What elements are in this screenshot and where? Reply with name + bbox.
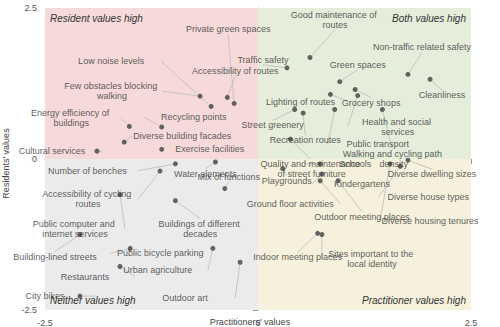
svg-text:internet services: internet services bbox=[42, 229, 108, 239]
svg-text:Low noise levels: Low noise levels bbox=[78, 56, 145, 66]
svg-text:routes: routes bbox=[322, 20, 348, 30]
svg-text:Resident values high: Resident values high bbox=[50, 13, 143, 24]
svg-text:Neither values high: Neither values high bbox=[50, 294, 136, 306]
svg-text:Accessibility of cycling: Accessibility of cycling bbox=[42, 189, 134, 199]
svg-text:Both values high: Both values high bbox=[392, 13, 466, 24]
svg-text:Outdoor meeting places: Outdoor meeting places bbox=[314, 212, 410, 222]
svg-text:Grocery shops: Grocery shops bbox=[342, 98, 401, 108]
svg-text:Traffic safety: Traffic safety bbox=[237, 55, 289, 65]
svg-text:Outdoor art: Outdoor art bbox=[162, 293, 208, 303]
svg-text:Lighting of routes: Lighting of routes bbox=[266, 97, 336, 107]
svg-text:Recycling points: Recycling points bbox=[161, 112, 227, 122]
svg-text:Diverse building facades: Diverse building facades bbox=[133, 131, 232, 141]
svg-text:density: density bbox=[377, 159, 409, 169]
svg-text:0: 0 bbox=[255, 318, 260, 327]
svg-text:Indoor meeting places: Indoor meeting places bbox=[253, 252, 342, 263]
svg-text:-2.5: -2.5 bbox=[37, 318, 53, 327]
svg-text:Diverse housing tenures: Diverse housing tenures bbox=[381, 215, 479, 226]
svg-text:Mix of functions: Mix of functions bbox=[198, 172, 261, 182]
svg-text:Good maintenance of: Good maintenance of bbox=[291, 10, 380, 20]
svg-text:0: 0 bbox=[32, 154, 37, 164]
svg-text:Restaurants: Restaurants bbox=[61, 272, 110, 282]
svg-text:Diverse dwelling sizes: Diverse dwelling sizes bbox=[388, 169, 477, 179]
svg-text:local identity: local identity bbox=[347, 259, 397, 269]
svg-text:City bikes: City bikes bbox=[25, 291, 65, 301]
svg-text:Schools: Schools bbox=[339, 159, 372, 169]
svg-text:Number of benches: Number of benches bbox=[48, 166, 127, 176]
svg-text:Urban agriculture: Urban agriculture bbox=[123, 265, 192, 275]
svg-text:Few obstacles blocking: Few obstacles blocking bbox=[64, 81, 160, 91]
svg-text:Walking and cycling path: Walking and cycling path bbox=[342, 149, 442, 160]
svg-text:Cleanliness: Cleanliness bbox=[419, 90, 466, 100]
svg-text:walking: walking bbox=[96, 91, 127, 101]
svg-text:Cultural services: Cultural services bbox=[19, 146, 86, 156]
svg-text:Ground floor activities: Ground floor activities bbox=[247, 199, 335, 209]
svg-text:Diverse house types: Diverse house types bbox=[388, 192, 470, 202]
svg-text:Street greenery: Street greenery bbox=[242, 120, 305, 130]
svg-text:routes: routes bbox=[76, 199, 102, 209]
svg-text:-2.5: -2.5 bbox=[21, 305, 37, 315]
svg-text:Kindergartens: Kindergartens bbox=[334, 179, 391, 189]
svg-text:Building-lined streets: Building-lined streets bbox=[13, 252, 97, 262]
svg-text:Residents' values: Residents' values bbox=[1, 128, 11, 199]
svg-text:Green spaces: Green spaces bbox=[330, 60, 387, 70]
svg-text:Public bicycle parking: Public bicycle parking bbox=[117, 248, 204, 258]
svg-text:Health and social: Health and social bbox=[362, 117, 434, 127]
svg-text:of street furniture: of street furniture bbox=[275, 169, 346, 180]
svg-text:services: services bbox=[381, 127, 415, 137]
svg-text:Playgrounds: Playgrounds bbox=[262, 176, 313, 186]
svg-text:Practitioner values high: Practitioner values high bbox=[362, 295, 466, 306]
svg-text:Public transport: Public transport bbox=[346, 139, 409, 149]
svg-text:2.5: 2.5 bbox=[24, 3, 37, 13]
svg-text:Recreation routes: Recreation routes bbox=[270, 135, 342, 145]
svg-text:Quality and maintenance: Quality and maintenance bbox=[260, 159, 361, 170]
svg-text:Practitioners' values: Practitioners' values bbox=[210, 317, 291, 327]
svg-text:Sites important to the: Sites important to the bbox=[328, 249, 416, 259]
svg-text:Non-traffic related safety: Non-traffic related safety bbox=[373, 42, 471, 52]
svg-text:Accessibility of routes: Accessibility of routes bbox=[192, 66, 279, 76]
svg-text:Public computer and: Public computer and bbox=[33, 219, 118, 229]
svg-text:Buildings of different: Buildings of different bbox=[158, 219, 242, 229]
svg-text:decades: decades bbox=[183, 229, 218, 239]
svg-text:Energy efficiency of: Energy efficiency of bbox=[31, 108, 112, 118]
svg-text:Exercise facilities: Exercise facilities bbox=[175, 144, 245, 154]
svg-text:buildings: buildings bbox=[54, 118, 90, 128]
svg-text:Private green spaces: Private green spaces bbox=[186, 24, 271, 34]
svg-text:2.5: 2.5 bbox=[465, 318, 478, 327]
